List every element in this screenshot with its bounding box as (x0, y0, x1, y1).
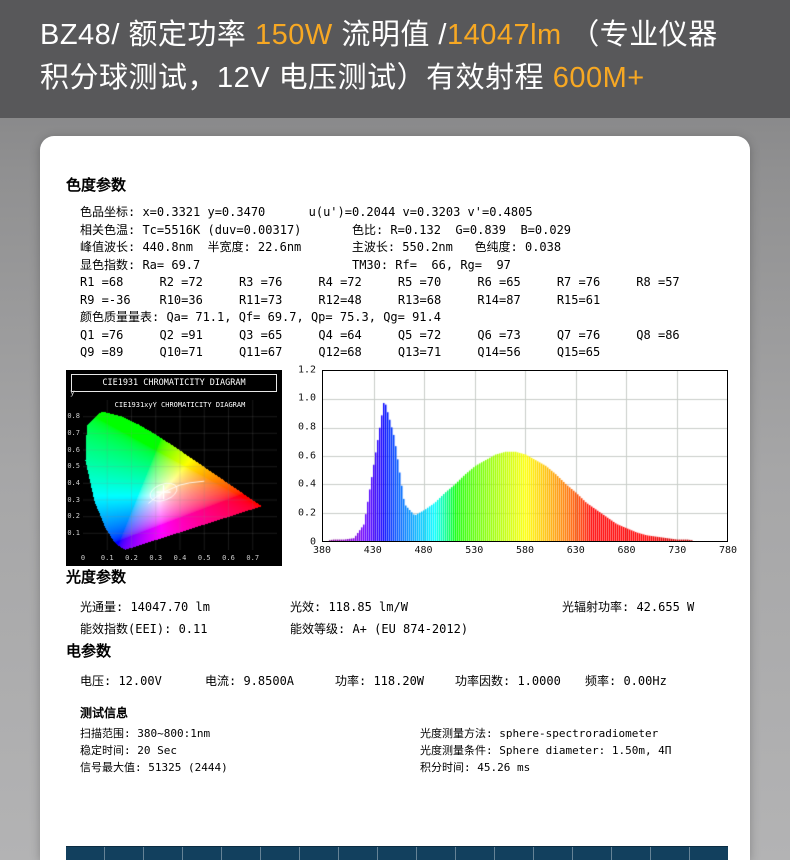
chromaticity-line: 色品坐标: x=0.3321 y=0.3470 u(u')=0.2044 v=0… (80, 205, 533, 219)
cie-x-axis-ticks: 0 0.1 0.2 0.3 0.4 0.5 0.6 0.7 (80, 553, 277, 564)
test-info-row: 稳定时间: 20 Sec 光度测量条件: Sphere diameter: 1.… (80, 742, 750, 759)
spd-x-tick-label: 680 (617, 544, 636, 556)
test-report-card: 色度参数 色品坐标: x=0.3321 y=0.3470 u(u')=0.204… (40, 136, 750, 860)
cie-x-tick-label: 0.7 (246, 553, 260, 562)
spd-x-tick-label: 580 (515, 544, 535, 556)
spd-y-axis-ticks: 1.2 1.0 0.8 0.6 0.4 0.2 0 (290, 364, 322, 547)
photometric-row-1: 光通量: 14047.70 lm 光效: 118.85 lm/W 光辐射功率: … (80, 596, 750, 618)
spd-y-tick-label: 0.4 (297, 478, 316, 490)
param-efficacy: 光效: 118.85 lm/W (290, 599, 408, 614)
param-frequency: 频率: 0.00Hz (585, 673, 667, 688)
chromaticity-parameters: 色品坐标: x=0.3321 y=0.3470 u(u')=0.2044 v=0… (80, 204, 750, 362)
param-voltage: 电压: 12.00V (80, 673, 162, 688)
cie-x-tick-label: 0.2 (125, 553, 138, 562)
cie-y-tick-label: 0.5 (67, 462, 80, 471)
product-headline-banner: BZ48/ 额定功率 150W 流明值 /14047lm （专业仪器 积分球测试… (0, 0, 790, 118)
cie-x-tick-label: 0.4 (173, 553, 187, 562)
spd-x-tick-label: 480 (414, 544, 433, 556)
cie-y-tick-label: 0.7 (67, 428, 80, 437)
cie-y-tick-label: 0.2 (67, 512, 80, 521)
test-info-section: 测试信息 扫描范围: 380~800:1nm 光度测量方法: sphere-sp… (80, 704, 750, 776)
chromaticity-line: 峰值波长: 440.8nm 半宽度: 22.6nm 主波长: 550.2nm 色… (80, 240, 562, 254)
headline-text: 积分球测试，12V 电压测试）有效射程 (40, 62, 553, 94)
charts-row: CIE1931 CHROMATICITY DIAGRAM y CIE1931xy… (66, 364, 737, 566)
cqs-values-line: Q9 =89 Q10=71 Q11=67 Q12=68 Q13=71 Q14=5… (80, 345, 601, 359)
param-current: 电流: 9.8500A (205, 673, 295, 688)
cie-y-tick-label: 0.6 (67, 445, 80, 454)
cqs-values-line: Q1 =76 Q2 =91 Q3 =65 Q4 =64 Q5 =72 Q6 =7… (80, 327, 680, 342)
cie-x-tick-label: 0.6 (222, 553, 235, 562)
cie-y-axis-letter: y (70, 387, 75, 397)
cie-y-axis-ticks: 0.8 0.7 0.6 0.5 0.4 0.3 0.2 0.1 (66, 400, 82, 550)
cie-y-tick-label: 0.8 (67, 412, 80, 421)
cie-y-tick-label: 0.1 (67, 528, 80, 537)
spd-y-tick-label: 1.0 (297, 392, 316, 404)
param-scan-range: 扫描范围: 380~800:1nm (80, 726, 211, 740)
spd-x-tick-label: 530 (465, 544, 484, 556)
headline-lumen-value: 14047lm (446, 19, 562, 51)
headline-text: （专业仪器 (561, 19, 718, 51)
test-info-row: 信号最大值: 51325 (2444) 积分时间: 45.26 ms (80, 759, 750, 776)
headline-line-1: BZ48/ 额定功率 150W 流明值 /14047lm （专业仪器 (40, 14, 754, 57)
cri-values-line: R1 =68 R2 =72 R3 =76 R4 =72 R5 =70 R6 =6… (80, 275, 680, 289)
spd-x-tick-label: 730 (668, 544, 687, 556)
spd-x-axis-ticks: 380 430 480 530 580 630 680 730 780 (313, 542, 737, 563)
partial-table-strip (66, 846, 728, 860)
spd-y-tick-label: 0.6 (297, 450, 316, 461)
param-measurement-method: 光度测量方法: sphere-spectroradiometer (420, 726, 659, 740)
cqs-summary-line: 颜色质量量表: Qa= 71.1, Qf= 69.7, Qp= 75.3, Qg… (80, 310, 441, 324)
spd-plot-area (322, 369, 728, 542)
electrical-row: 电压: 12.00V 电流: 9.8500A 功率: 118.20W 功率因数:… (80, 670, 750, 692)
spectral-power-distribution-chart: 1.2 1.0 0.8 0.6 0.4 0.2 0 380 430 480 530 580 630 68… (290, 364, 737, 566)
cie-y-tick-label: 0.3 (67, 495, 80, 504)
param-stabilize-time: 稳定时间: 20 Sec (80, 743, 177, 757)
spd-x-tick-label: 630 (566, 544, 585, 556)
cie-x-tick-label: 0.3 (149, 553, 163, 562)
param-signal-max: 信号最大值: 51325 (2444) (80, 760, 228, 774)
param-measurement-condition: 光度测量条件: Sphere diameter: 1.50m, 4Π (420, 743, 672, 757)
headline-power-value: 150W (255, 19, 333, 51)
spd-y-tick-label: 0.8 (297, 421, 316, 433)
cie-diagram-canvas (83, 399, 277, 550)
spd-y-tick-label: 1.2 (297, 364, 316, 375)
section-heading-electrical: 电参数 (66, 642, 112, 660)
spd-plot-row: 1.2 1.0 0.8 0.6 0.4 0.2 0 (290, 364, 728, 547)
spd-x-tick-label: 780 (718, 544, 738, 556)
test-info-heading: 测试信息 (80, 705, 129, 720)
photometric-row-2: 能效指数(EEI): 0.11 能效等级: A+ (EU 874-2012) (80, 618, 750, 640)
param-energy-class: 能效等级: A+ (EU 874-2012) (290, 621, 469, 636)
cie1931-chromaticity-diagram: CIE1931 CHROMATICITY DIAGRAM y CIE1931xy… (66, 369, 282, 566)
cie-y-tick-label: 0.4 (67, 478, 80, 487)
param-power: 功率: 118.20W (335, 673, 425, 688)
cie-plot-area: CIE1931xyY CHROMATICITY DIAGRAM (83, 399, 277, 550)
test-info-row: 扫描范围: 380~800:1nm 光度测量方法: sphere-spectro… (80, 725, 750, 742)
cie-diagram-title: CIE1931 CHROMATICITY DIAGRAM (71, 373, 277, 392)
headline-range-value: 600M+ (552, 62, 645, 94)
spd-y-tick-label: 0 (309, 536, 316, 547)
param-power-factor: 功率因数: 1.0000 (455, 673, 561, 688)
cie-x-tick-label: 0 (80, 553, 86, 562)
spd-x-tick-label: 380 (312, 544, 332, 556)
cie-x-tick-label: 0.1 (100, 553, 114, 562)
spd-chart-canvas (323, 370, 727, 541)
headline-line-2: 积分球测试，12V 电压测试）有效射程 600M+ (40, 57, 754, 100)
chromaticity-line: 相关色温: Tc=5516K (duv=0.00317) 色比: R=0.132… (80, 222, 572, 237)
spd-x-tick-label: 430 (363, 544, 382, 556)
chromaticity-line: 显色指数: Ra= 69.7 TM30: Rf= 66, Rg= 97 (80, 257, 511, 272)
cri-values-line: R9 =-36 R10=36 R11=73 R12=48 R13=68 R14=… (80, 292, 601, 307)
section-heading-photometric: 光度参数 (66, 568, 127, 586)
param-eei: 能效指数(EEI): 0.11 (80, 621, 208, 636)
param-radiant-power: 光辐射功率: 42.655 W (562, 599, 695, 614)
cie-x-tick-label: 0.5 (197, 553, 211, 562)
section-heading-chromaticity: 色度参数 (66, 177, 127, 194)
param-luminous-flux: 光通量: 14047.70 lm (80, 599, 210, 614)
spd-y-tick-label: 0.2 (297, 507, 316, 519)
param-integration-time: 积分时间: 45.26 ms (420, 760, 531, 774)
headline-text: 流明值 / (332, 19, 447, 51)
headline-text: BZ48/ 额定功率 (40, 19, 255, 51)
